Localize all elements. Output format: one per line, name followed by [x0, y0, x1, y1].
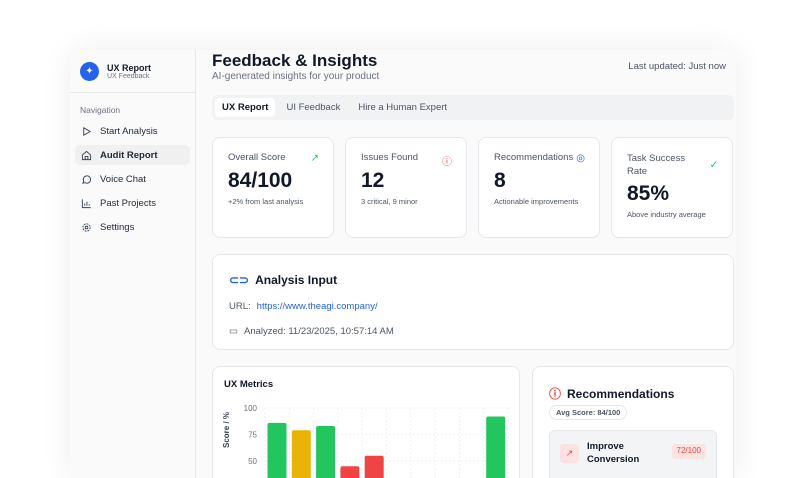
y-tick-label: 75	[248, 431, 257, 440]
kpi-label: Issues Found	[361, 152, 419, 163]
bar[interactable]	[267, 422, 287, 478]
recommendation-score: 72/100	[671, 444, 706, 459]
play-icon	[83, 126, 92, 136]
ux-metrics-card: UX Metrics 100 75 50 Score / %	[212, 366, 520, 478]
url-label: URL:	[229, 301, 251, 312]
trending-up-icon: ↗	[560, 444, 579, 463]
kpi-value: 8	[494, 169, 506, 192]
ux-metrics-chart: 100 75 50	[244, 404, 513, 478]
kpi-sub: Above industry average	[627, 209, 706, 219]
bar-chart-icon	[81, 198, 91, 208]
chart-title: UX Metrics	[224, 379, 274, 390]
chat-icon	[82, 174, 92, 184]
kpi-sub: Actionable improvements	[494, 197, 579, 206]
y-tick-label: 100	[244, 404, 258, 413]
page-title: Feedback & Insights	[212, 51, 378, 70]
kpi-sub: 3 critical, 9 minor	[361, 197, 418, 206]
brand-subtitle: UX Feedback	[107, 72, 150, 80]
analyzed-timestamp: Analyzed: 11/23/2025, 10:57:14 AM	[243, 326, 394, 337]
sidebar-item-label: Audit Report	[100, 149, 158, 161]
bar[interactable]	[340, 466, 360, 478]
tab-ui-feedback[interactable]: UI Feedback	[286, 102, 341, 113]
kpi-card-recommendations: Recommendations ◎ 8 Actionable improveme…	[478, 137, 600, 238]
url-link[interactable]: https://www.theagi.company/	[256, 301, 378, 312]
sidebar-item-audit-report[interactable]: Audit Report	[75, 145, 190, 165]
kpi-label: Overall Score	[228, 152, 286, 163]
bar[interactable]	[316, 426, 336, 478]
gear-icon	[82, 222, 91, 232]
tab-hire-expert[interactable]: Hire a Human Expert	[358, 102, 448, 113]
target-icon: ◎	[576, 153, 585, 164]
app-window: ✦ UX Report UX Feedback Navigation Start…	[70, 50, 736, 478]
kpi-sub: +2% from last analysis	[228, 197, 304, 206]
recommendation-item[interactable]: ↗ Improve Conversion 72/100	[549, 430, 717, 478]
kpi-value: 85%	[627, 181, 670, 205]
analysis-input-card: ⊂⊃ Analysis Input URL: https://www.theagi.…	[212, 254, 734, 350]
kpi-card-overall-score: Overall Score ↗ 84/100 +2% from last ana…	[212, 137, 334, 238]
alert-circle-icon: ⓘ	[549, 387, 562, 401]
sidebar-item-label: Past Projects	[100, 197, 156, 209]
tab-ux-report[interactable]: UX Report	[215, 98, 276, 117]
nav-heading: Navigation	[80, 105, 121, 115]
recommendations-card: ⓘ Recommendations Avg Score: 84/100 ↗ Imp…	[532, 366, 734, 478]
bar[interactable]	[486, 416, 506, 478]
check-circle-icon: ✓	[709, 160, 718, 171]
kpi-label: Recommendations	[494, 152, 574, 163]
home-icon	[81, 150, 92, 160]
sidebar-item-past-projects[interactable]: Past Projects	[75, 193, 190, 213]
sidebar-item-label: Start Analysis	[100, 125, 158, 137]
calendar-icon: ▭	[229, 326, 238, 337]
link-icon: ⊂⊃	[229, 273, 250, 287]
sidebar-item-label: Voice Chat	[100, 173, 146, 185]
recommendation-title: Improve Conversion	[587, 441, 640, 465]
kpi-card-issues: Issues Found ⓘ 12 3 critical, 9 minor	[345, 137, 467, 238]
sidebar-item-voice-chat[interactable]: Voice Chat	[75, 169, 190, 189]
kpi-value: 12	[361, 169, 385, 192]
sidebar-item-start-analysis[interactable]: Start Analysis	[75, 121, 190, 141]
kpi-value: 84/100	[228, 169, 293, 192]
y-tick-label: 50	[248, 457, 257, 466]
sidebar-item-label: Settings	[100, 221, 135, 233]
analysis-title: Analysis Input	[255, 273, 338, 287]
tab-bar: UX Report UI Feedback Hire a Human Exper…	[212, 95, 734, 120]
y-axis-label: Score / %	[222, 412, 231, 449]
recommendations-title: Recommendations	[567, 386, 675, 401]
bar[interactable]	[291, 430, 311, 478]
last-updated: Last updated: Just now	[628, 61, 726, 72]
kpi-card-task-success: Task Success Rate ✓ 85% Above industry a…	[611, 137, 733, 238]
bar[interactable]	[364, 455, 384, 478]
kpi-label: Task Success Rate	[627, 153, 686, 178]
alert-circle-icon: ⓘ	[442, 157, 452, 168]
sidebar-item-settings[interactable]: Settings	[75, 217, 190, 237]
avg-score-badge: Avg Score: 84/100	[549, 405, 628, 420]
brand: ✦ UX Report UX Feedback	[70, 50, 195, 93]
page-subtitle: AI-generated insights for your product	[212, 71, 380, 82]
brand-title: UX Report	[107, 62, 152, 73]
trending-up-icon: ↗	[310, 153, 319, 164]
sidebar: ✦ UX Report UX Feedback Navigation Start…	[70, 50, 196, 478]
sparkle-logo-icon: ✦	[80, 61, 99, 81]
